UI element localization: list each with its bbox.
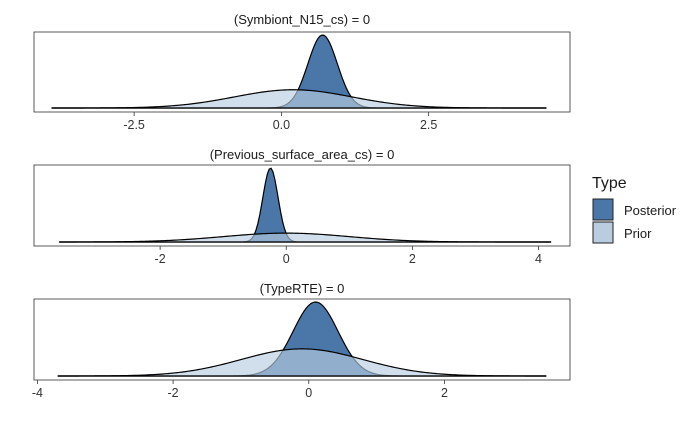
x-tick-label: 2 [409, 252, 416, 266]
x-tick-label: 4 [535, 252, 542, 266]
legend-key-prior [592, 221, 614, 244]
x-tick-label: 0 [283, 252, 290, 266]
x-tick-label: 2.5 [420, 118, 437, 132]
panel-3: (TypeRTE) = 0 -4 -2 0 2 [32, 281, 571, 400]
panel-border [33, 164, 571, 247]
panel-title: (Symbiont_N15_cs) = 0 [234, 12, 370, 27]
x-tick-label: 0 [305, 386, 312, 400]
x-tick-label: -2.5 [123, 118, 145, 132]
panels: (Symbiont_N15_cs) = 0 -2.5 0.0 2.5 (Previous… [32, 12, 571, 400]
x-tick-label: -2 [155, 252, 166, 266]
legend-key-posterior [592, 198, 614, 221]
legend-label-prior: Prior [624, 226, 652, 241]
panel-1: (Symbiont_N15_cs) = 0 -2.5 0.0 2.5 [33, 12, 571, 132]
legend-title: Type [592, 175, 627, 192]
x-tick-label: -4 [32, 386, 43, 400]
panel-title: (TypeRTE) = 0 [260, 281, 345, 296]
posterior-density [59, 167, 552, 243]
panel-border [33, 298, 571, 381]
panel-border [33, 31, 571, 113]
legend: Type Posterior Prior [592, 175, 677, 244]
prior-density [59, 233, 552, 242]
x-tick-label: 2 [441, 386, 448, 400]
panel-2: (Previous_surface_area_cs) = 0 -2 0 2 4 [33, 147, 571, 266]
legend-label-posterior: Posterior [624, 203, 677, 218]
x-tick-label: -2 [168, 386, 179, 400]
x-tick-label: 0.0 [273, 118, 290, 132]
prior-outline [57, 348, 547, 377]
panel-title: (Previous_surface_area_cs) = 0 [210, 147, 395, 162]
prior-density [57, 348, 547, 376]
prior-density [51, 89, 547, 108]
